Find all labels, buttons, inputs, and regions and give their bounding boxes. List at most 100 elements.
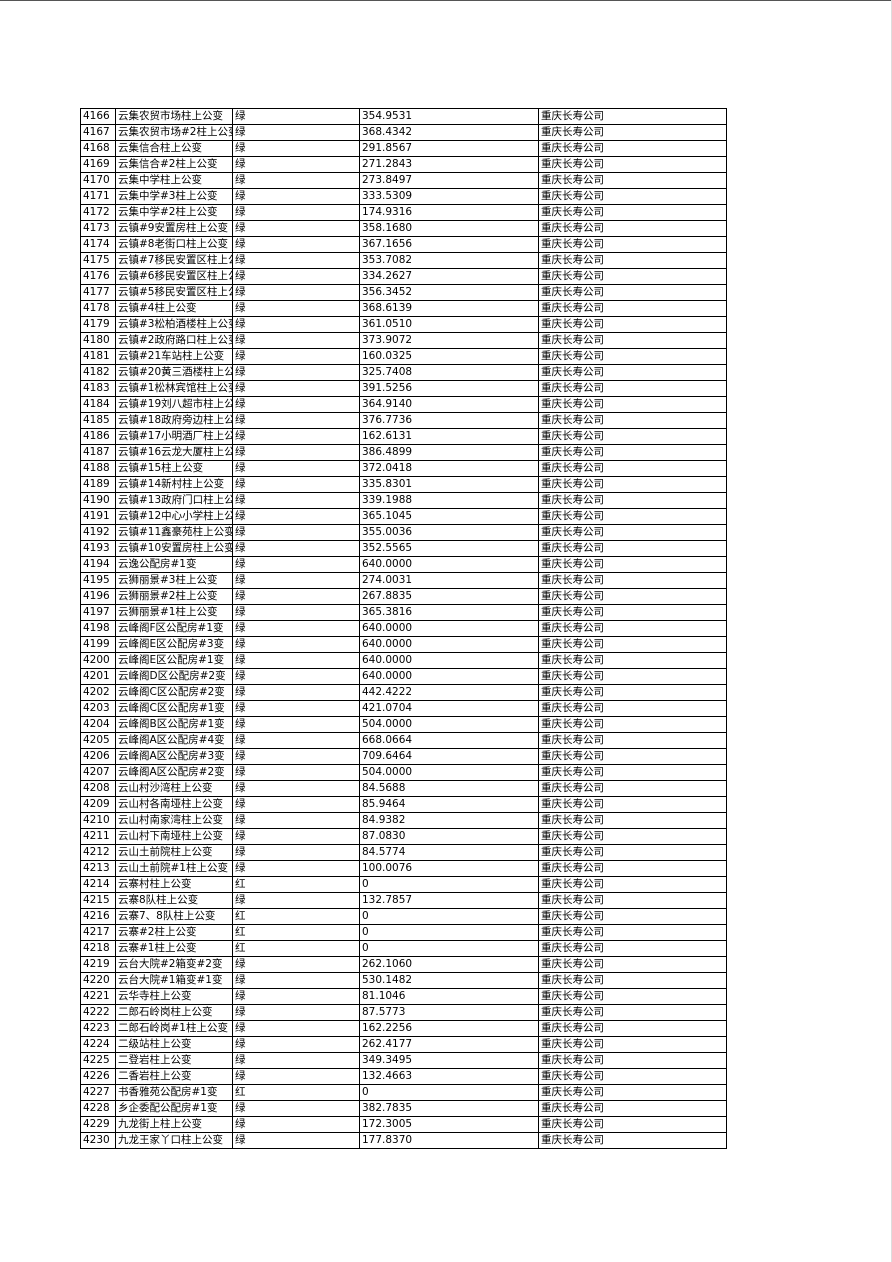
row-id-cell: 4204 xyxy=(80,716,116,733)
company-cell: 重庆长寿公司 xyxy=(538,1036,727,1053)
table-row: 4196 云狮丽景#2柱上公变绿 267.8835 重庆长寿公司 xyxy=(80,588,727,605)
row-id-cell: 4189 xyxy=(80,476,116,493)
company-cell: 重庆长寿公司 xyxy=(538,188,727,205)
row-id-cell: 4201 xyxy=(80,668,116,685)
load-value-cell: 335.8301 xyxy=(359,476,539,493)
load-value-cell: 640.0000 xyxy=(359,652,539,669)
table-row: 4203 云峰阁C区公配房#1变绿 421.0704 重庆长寿公司 xyxy=(80,700,727,717)
load-value-cell: 0 xyxy=(359,940,539,957)
row-id-cell: 4178 xyxy=(80,300,116,317)
status-color-cell: 绿 xyxy=(232,284,360,301)
row-id-cell: 4200 xyxy=(80,652,116,669)
company-cell: 重庆长寿公司 xyxy=(538,988,727,1005)
row-id-cell: 4207 xyxy=(80,764,116,781)
row-id-cell: 4184 xyxy=(80,396,116,413)
row-id-cell: 4179 xyxy=(80,316,116,333)
status-color-cell: 绿 xyxy=(232,764,360,781)
table-row: 4205 云峰阁A区公配房#4变绿 668.0664 重庆长寿公司 xyxy=(80,732,727,749)
row-id-cell: 4228 xyxy=(80,1100,116,1117)
load-value-cell: 356.3452 xyxy=(359,284,539,301)
table-row: 4219 云台大院#2箱变#2变绿 262.1060 重庆长寿公司 xyxy=(80,956,727,973)
row-id-cell: 4221 xyxy=(80,988,116,1005)
table-row: 4225 二登岩柱上公变绿 349.3495 重庆长寿公司 xyxy=(80,1052,727,1069)
transformer-name-cell: 云华寺柱上公变 xyxy=(115,988,233,1005)
table-row: 4217 云寨#2柱上公变红 0 重庆长寿公司 xyxy=(80,924,727,941)
status-color-cell: 绿 xyxy=(232,188,360,205)
load-value-cell: 174.9316 xyxy=(359,204,539,221)
status-color-cell: 绿 xyxy=(232,172,360,189)
company-cell: 重庆长寿公司 xyxy=(538,908,727,925)
table-row: 4222 二郎石岭岗柱上公变绿 87.5773 重庆长寿公司 xyxy=(80,1004,727,1021)
table-row: 4213 云山土前院#1柱上公变绿 100.0076 重庆长寿公司 xyxy=(80,860,727,877)
transformer-name-cell: 云镇#12中心小学柱上公变 xyxy=(115,508,233,525)
company-cell: 重庆长寿公司 xyxy=(538,1020,727,1037)
row-id-cell: 4167 xyxy=(80,124,116,141)
table-body: 4166 云集农贸市场柱上公变绿 354.9531 重庆长寿公司 4167 云集农贸市场#… xyxy=(80,108,727,1149)
company-cell: 重庆长寿公司 xyxy=(538,284,727,301)
transformer-name-cell: 云台大院#1箱变#1变 xyxy=(115,972,233,989)
row-id-cell: 4174 xyxy=(80,236,116,253)
status-color-cell: 绿 xyxy=(232,700,360,717)
table-row: 4188 云镇#15柱上公变绿 372.0418 重庆长寿公司 xyxy=(80,460,727,477)
status-color-cell: 绿 xyxy=(232,604,360,621)
status-color-cell: 绿 xyxy=(232,396,360,413)
transformer-name-cell: 二郎石岭岗柱上公变 xyxy=(115,1004,233,1021)
transformer-name-cell: 云山村沙湾柱上公变 xyxy=(115,780,233,797)
load-value-cell: 352.5565 xyxy=(359,540,539,557)
table-row: 4185 云镇#18政府旁边柱上公变绿 376.7736 重庆长寿公司 xyxy=(80,412,727,429)
status-color-cell: 绿 xyxy=(232,780,360,797)
company-cell: 重庆长寿公司 xyxy=(538,1100,727,1117)
status-color-cell: 绿 xyxy=(232,412,360,429)
transformer-name-cell: 云逸公配房#1变 xyxy=(115,556,233,573)
transformer-name-cell: 云镇#20黄三酒楼柱上公变 xyxy=(115,364,233,381)
table-row: 4195 云狮丽景#3柱上公变绿 274.0031 重庆长寿公司 xyxy=(80,572,727,589)
load-value-cell: 504.0000 xyxy=(359,764,539,781)
company-cell: 重庆长寿公司 xyxy=(538,588,727,605)
table-row: 4171 云集中学#3柱上公变绿 333.5309 重庆长寿公司 xyxy=(80,188,727,205)
transformer-name-cell: 云峰阁E区公配房#3变 xyxy=(115,636,233,653)
company-cell: 重庆长寿公司 xyxy=(538,492,727,509)
status-color-cell: 绿 xyxy=(232,1100,360,1117)
transformer-name-cell: 云镇#5移民安置区柱上公变 xyxy=(115,284,233,301)
table-row: 4183 云镇#1松林宾馆柱上公变绿 391.5256 重庆长寿公司 xyxy=(80,380,727,397)
status-color-cell: 绿 xyxy=(232,1020,360,1037)
table-row: 4172 云集中学#2柱上公变绿 174.9316 重庆长寿公司 xyxy=(80,204,727,221)
status-color-cell: 绿 xyxy=(232,332,360,349)
row-id-cell: 4177 xyxy=(80,284,116,301)
load-value-cell: 333.5309 xyxy=(359,188,539,205)
table-row: 4194 云逸公配房#1变绿 640.0000 重庆长寿公司 xyxy=(80,556,727,573)
table-row: 4168 云集信合柱上公变绿 291.8567 重庆长寿公司 xyxy=(80,140,727,157)
row-id-cell: 4166 xyxy=(80,108,116,125)
company-cell: 重庆长寿公司 xyxy=(538,156,727,173)
transformer-name-cell: 云寨村柱上公变 xyxy=(115,876,233,893)
transformer-name-cell: 云山土前院柱上公变 xyxy=(115,844,233,861)
company-cell: 重庆长寿公司 xyxy=(538,700,727,717)
status-color-cell: 绿 xyxy=(232,684,360,701)
transformer-name-cell: 云狮丽景#1柱上公变 xyxy=(115,604,233,621)
status-color-cell: 绿 xyxy=(232,1132,360,1149)
row-id-cell: 4170 xyxy=(80,172,116,189)
transformer-name-cell: 云镇#19刘八超市柱上公变 xyxy=(115,396,233,413)
status-color-cell: 绿 xyxy=(232,300,360,317)
transformer-name-cell: 云峰阁A区公配房#2变 xyxy=(115,764,233,781)
transformer-name-cell: 云镇#7移民安置区柱上公变 xyxy=(115,252,233,269)
row-id-cell: 4185 xyxy=(80,412,116,429)
status-color-cell: 绿 xyxy=(232,268,360,285)
company-cell: 重庆长寿公司 xyxy=(538,1132,727,1149)
row-id-cell: 4214 xyxy=(80,876,116,893)
row-id-cell: 4188 xyxy=(80,460,116,477)
transformer-name-cell: 云镇#6移民安置区柱上公变 xyxy=(115,268,233,285)
company-cell: 重庆长寿公司 xyxy=(538,380,727,397)
status-color-cell: 绿 xyxy=(232,428,360,445)
load-value-cell: 442.4222 xyxy=(359,684,539,701)
table-row: 4186 云镇#17小明酒厂柱上公变绿 162.6131 重庆长寿公司 xyxy=(80,428,727,445)
company-cell: 重庆长寿公司 xyxy=(538,684,727,701)
transformer-name-cell: 云镇#11鑫豪苑柱上公变 xyxy=(115,524,233,541)
table-row: 4167 云集农贸市场#2柱上公变绿 368.4342 重庆长寿公司 xyxy=(80,124,727,141)
load-value-cell: 353.7082 xyxy=(359,252,539,269)
transformer-name-cell: 云峰阁C区公配房#1变 xyxy=(115,700,233,717)
status-color-cell: 红 xyxy=(232,940,360,957)
company-cell: 重庆长寿公司 xyxy=(538,1116,727,1133)
status-color-cell: 绿 xyxy=(232,972,360,989)
status-color-cell: 绿 xyxy=(232,956,360,973)
